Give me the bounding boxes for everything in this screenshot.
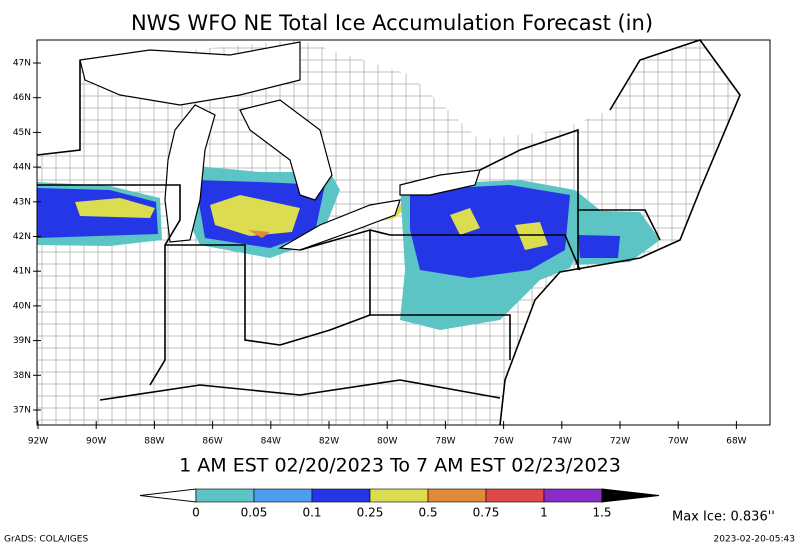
state-line	[99, 379, 501, 401]
lon-label: 78W	[435, 437, 455, 447]
lon-label: 86W	[202, 437, 222, 447]
timestamp: 2023-02-20-05:43	[714, 535, 796, 545]
state-line	[578, 209, 661, 241]
lake-ontario	[399, 169, 481, 196]
lat-label: 37N	[13, 406, 31, 416]
lon-label: 68W	[726, 437, 746, 447]
colorbar-label: 1	[540, 506, 548, 520]
map-border	[36, 39, 771, 426]
colorbar-over	[601, 488, 660, 503]
lake-superior	[79, 41, 301, 106]
lat-label: 42N	[13, 232, 31, 242]
state-line	[369, 229, 581, 271]
colorbar-label: 0	[192, 506, 200, 520]
lon-label: 70W	[668, 437, 688, 447]
colorbar-label: 0.05	[241, 506, 268, 520]
lat-label: 41N	[13, 267, 31, 277]
lake-michigan	[164, 104, 216, 243]
colorbar-segment	[369, 488, 429, 503]
colorbar-label: 1.5	[592, 506, 611, 520]
colorbar-segment	[195, 488, 255, 503]
lat-label: 47N	[13, 59, 31, 69]
lon-label: 74W	[552, 437, 572, 447]
lat-label: 44N	[13, 163, 31, 173]
colorbar-under	[139, 488, 197, 503]
lon-label: 92W	[28, 437, 48, 447]
lat-label: 40N	[13, 301, 31, 311]
lon-label: 76W	[493, 437, 513, 447]
border	[36, 60, 81, 156]
colorbar-label: 0.1	[302, 506, 321, 520]
lon-label: 82W	[319, 437, 339, 447]
credit: GrADS: COLA/IGES	[4, 535, 88, 545]
colorbar-segment	[253, 488, 313, 503]
state-line	[479, 128, 579, 270]
colorbar-segment	[543, 488, 603, 503]
state-line	[37, 184, 181, 386]
lat-label: 46N	[13, 93, 31, 103]
river	[279, 314, 371, 346]
colorbar-label: 0.25	[357, 506, 384, 520]
colorbar-segment	[485, 488, 545, 503]
colorbar-label: 0.5	[418, 506, 437, 520]
lon-label: 84W	[261, 437, 281, 447]
title: NWS WFO NE Total Ice Accumulation Foreca…	[131, 11, 653, 35]
colorbar-segment	[427, 488, 487, 503]
land	[37, 40, 740, 425]
map: 47N 46N 45N 44N 43N 42N 41N 40N 39N 38N 37N 92W 90W 8…	[13, 39, 771, 447]
axes: 47N 46N 45N 44N 43N 42N 41N 40N 39N 38N 37N 92W 90W 8…	[13, 39, 771, 447]
lat-label: 38N	[13, 371, 31, 381]
colorbar-segment	[311, 488, 371, 503]
max-ice: Max Ice: 0.836''	[672, 510, 775, 525]
lon-label: 88W	[144, 437, 164, 447]
lon-label: 72W	[610, 437, 630, 447]
colorbar-label: 0.75	[473, 506, 500, 520]
state-line	[165, 244, 281, 346]
valid-period: 1 AM EST 02/20/2023 To 7 AM EST 02/23/20…	[179, 455, 621, 477]
lat-label: 43N	[13, 197, 31, 207]
lon-label: 80W	[377, 437, 397, 447]
lon-label: 90W	[86, 437, 106, 447]
lake-huron	[239, 99, 333, 201]
lat-label: 45N	[13, 128, 31, 138]
colorbar: 0 0.05 0.1 0.25 0.5 0.75 1 1.5	[139, 488, 660, 520]
lat-label: 39N	[13, 336, 31, 346]
